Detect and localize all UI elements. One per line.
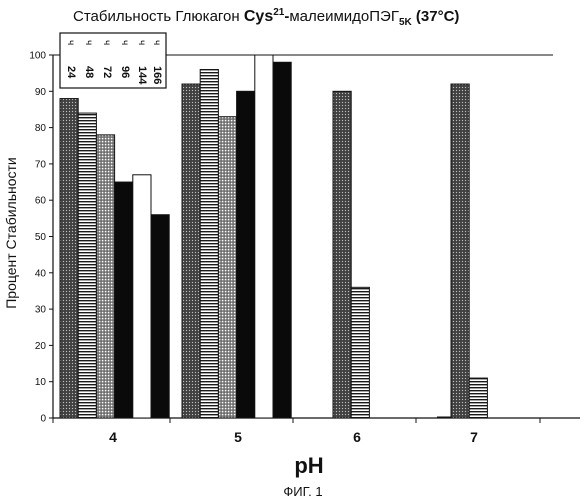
bar-ph5-2 <box>200 70 218 418</box>
chart-title: Стабильность Глюкагон Cys21-малеимидоПЭГ… <box>73 7 459 28</box>
y-tick-label: 80 <box>35 123 47 134</box>
y-tick-label: 100 <box>29 51 46 62</box>
y-tick-label: 50 <box>35 232 47 243</box>
title-cys: Cys <box>244 8 273 25</box>
x-tick-label: 6 <box>353 429 361 445</box>
legend-label-hours: 166 <box>151 66 163 84</box>
bar-ph5-3 <box>218 117 236 418</box>
bar-ph4-6 <box>151 215 169 418</box>
y-tick-label: 30 <box>35 305 47 316</box>
legend-label-hours: 72 <box>101 66 113 78</box>
x-axis-label: pH <box>294 453 323 478</box>
y-tick-label: 90 <box>35 87 47 98</box>
bar-ph7-1 <box>451 84 469 418</box>
bar-ph5-1 <box>182 84 200 418</box>
bar-ph4-5 <box>133 175 151 418</box>
bar-ph4-3 <box>96 135 114 418</box>
x-axis-ticks: 4 5 6 7 <box>53 418 540 445</box>
bars <box>60 55 487 418</box>
bar-ph5-6 <box>273 62 291 418</box>
bar-ph4-4 <box>115 182 133 418</box>
title-mid: малеимидоПЭГ <box>289 8 399 25</box>
y-tick-label: 10 <box>35 377 47 388</box>
y-axis-ticks: 0 10 20 30 40 50 60 70 80 90 100 <box>29 51 53 425</box>
legend-label-hours: 144 <box>136 66 148 85</box>
y-axis-label: Процент Стабильности <box>3 157 19 309</box>
bar-ph6-1 <box>333 91 351 418</box>
title-suffix: (37°C) <box>412 8 460 25</box>
title-prefix: Стабильность Глюкагон <box>73 8 244 25</box>
figure-caption: ФИГ. 1 <box>283 484 322 499</box>
legend-label-unit: ч <box>65 40 76 45</box>
bar-ph4-1 <box>60 99 78 418</box>
legend-label-unit: ч <box>151 40 162 45</box>
title-sup: 21 <box>273 7 285 18</box>
bar-ph6-2 <box>351 287 369 418</box>
y-tick-label: 60 <box>35 196 47 207</box>
legend: 24 ч 48 ч 72 ч 96 ч 144 ч 166 ч <box>60 33 166 88</box>
y-tick-label: 70 <box>35 159 47 170</box>
bar-ph5-4 <box>237 91 255 418</box>
x-tick-label: 7 <box>470 429 478 445</box>
x-tick-label: 5 <box>234 429 242 445</box>
legend-label-unit: ч <box>136 40 147 45</box>
x-tick-label: 4 <box>109 429 117 445</box>
y-tick-label: 20 <box>35 341 47 352</box>
bar-ph4-2 <box>78 113 96 418</box>
legend-label-unit: ч <box>119 40 130 45</box>
bar-ph7-2 <box>469 378 487 418</box>
legend-label-unit: ч <box>83 40 94 45</box>
bar-ph5-5 <box>255 55 273 418</box>
legend-label-hours: 24 <box>65 66 77 79</box>
y-tick-label: 40 <box>35 268 47 279</box>
y-tick-label: 0 <box>40 414 46 425</box>
legend-label-hours: 96 <box>119 66 131 78</box>
legend-label-unit: ч <box>101 40 112 45</box>
legend-label-hours: 48 <box>83 66 95 78</box>
title-sub: 5K <box>399 17 413 28</box>
